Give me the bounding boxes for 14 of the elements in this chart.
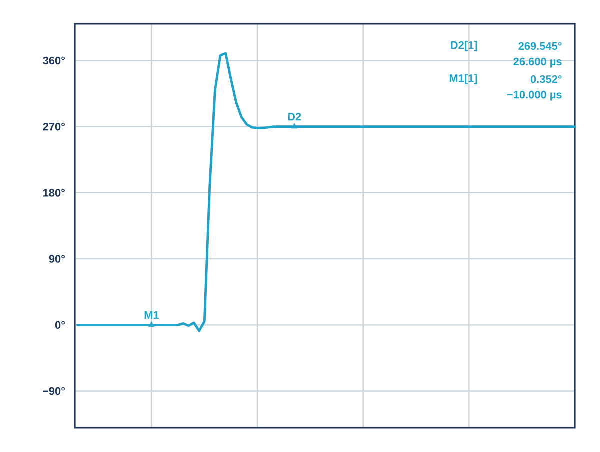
annotation: 0.352° — [530, 75, 562, 84]
annotation: 269.545° — [518, 42, 562, 50]
y-tick-label: −90° — [42, 387, 65, 396]
y-tick-label: 180° — [44, 189, 65, 197]
annotation: 26.600 µs — [514, 58, 562, 68]
y-tick-label: 0° — [55, 321, 65, 330]
annotation: D2[1] — [451, 41, 478, 52]
annotation: M1[1] — [450, 74, 478, 84]
series-label: M1 — [144, 311, 160, 319]
y-tick-label: 270° — [43, 122, 65, 131]
series-label: D2 — [288, 113, 302, 121]
annotation: −10.000 µs — [507, 90, 562, 101]
y-tick-label: 90° — [49, 255, 65, 263]
y-tick-label: 360° — [43, 56, 65, 65]
